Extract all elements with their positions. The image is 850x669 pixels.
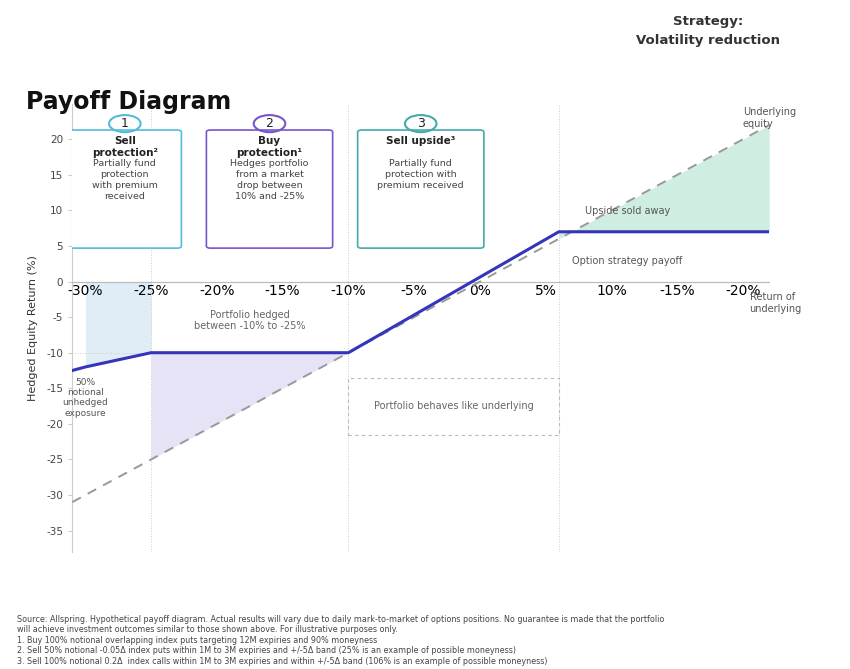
- Text: Buy
protection¹: Buy protection¹: [236, 136, 303, 158]
- Text: Payoff Diagram: Payoff Diagram: [26, 90, 230, 114]
- Text: Partially fund
protection
with premium
received: Partially fund protection with premium r…: [92, 159, 158, 201]
- Text: Upside sold away: Upside sold away: [585, 206, 671, 216]
- Text: Portfolio behaves like underlying: Portfolio behaves like underlying: [374, 401, 534, 411]
- Text: Source: Allspring. Hypothetical payoff diagram. Actual results will vary due to : Source: Allspring. Hypothetical payoff d…: [17, 615, 665, 666]
- Text: Return of
underlying: Return of underlying: [750, 292, 802, 314]
- Text: Sell
protection²: Sell protection²: [92, 136, 158, 158]
- Text: 1: 1: [121, 117, 129, 130]
- Y-axis label: Hedged Equity Return (%): Hedged Equity Return (%): [28, 255, 38, 401]
- Text: Sell upside³: Sell upside³: [386, 136, 456, 146]
- Text: Option strategy payoff: Option strategy payoff: [572, 256, 683, 266]
- Text: 50%
notional
unhedged
exposure: 50% notional unhedged exposure: [63, 377, 108, 418]
- Text: Partially fund
protection with
premium received: Partially fund protection with premium r…: [377, 159, 464, 191]
- FancyBboxPatch shape: [68, 130, 181, 248]
- Text: Strategy:
Provide a boost in drawdowns: Strategy: Provide a boost in drawdowns: [312, 15, 538, 47]
- Text: Strategy:
Volatility reduction: Strategy: Volatility reduction: [637, 15, 780, 47]
- Text: Hedges portfolio
from a market
drop between
10% and -25%: Hedges portfolio from a market drop betw…: [230, 159, 309, 201]
- FancyBboxPatch shape: [358, 130, 484, 248]
- FancyBboxPatch shape: [207, 130, 332, 248]
- Text: Underlying
equity: Underlying equity: [743, 107, 796, 128]
- Text: Portfolio hedged
between -10% to -25%: Portfolio hedged between -10% to -25%: [194, 310, 305, 332]
- Text: 2: 2: [265, 117, 274, 130]
- Text: 3: 3: [416, 117, 425, 130]
- Text: Strategy:
Protect a specific level: Strategy: Protect a specific level: [56, 15, 227, 47]
